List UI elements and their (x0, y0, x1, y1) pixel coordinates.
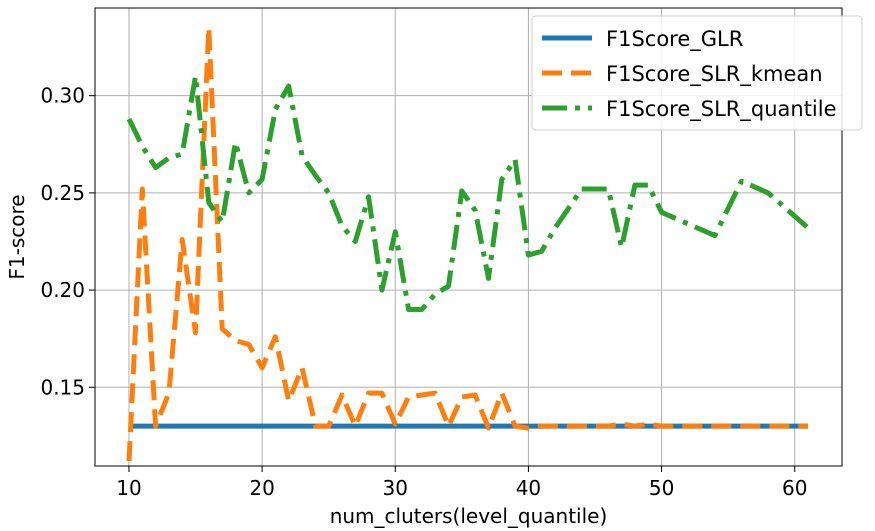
legend-box (531, 15, 863, 131)
x-axis-title: num_cluters(level_quantile) (330, 504, 608, 528)
y-axis-title: F1-score (5, 194, 29, 279)
y-tick-label: 0.25 (40, 181, 85, 205)
y-tick-label: 0.30 (40, 84, 85, 108)
legend-label: F1Score_GLR (606, 27, 743, 52)
x-tick-label: 20 (249, 476, 274, 500)
y-tick-label: 0.15 (40, 375, 85, 399)
series-lines (126, 25, 810, 462)
x-tick-label: 10 (116, 476, 141, 500)
x-tick-label: 40 (516, 476, 541, 500)
legend: F1Score_GLR F1Score_SLR_kmean F1Score_SLR_… (531, 15, 863, 131)
axis-ticks: 10 20 30 40 50 60 0.15 0.20 0.25 0.30 (40, 84, 807, 500)
series-line-F1Score_SLR_kmean (126, 25, 808, 462)
x-tick-label: 60 (782, 476, 807, 500)
plot-frame (94, 7, 843, 467)
y-tick-label: 0.20 (40, 278, 85, 302)
x-tick-label: 50 (649, 476, 674, 500)
legend-label: F1Score_SLR_quantile (606, 97, 837, 122)
legend-label: F1Score_SLR_kmean (606, 62, 823, 87)
series-line-F1Score_SLR_quantile (126, 73, 810, 312)
x-tick-label: 30 (383, 476, 408, 500)
